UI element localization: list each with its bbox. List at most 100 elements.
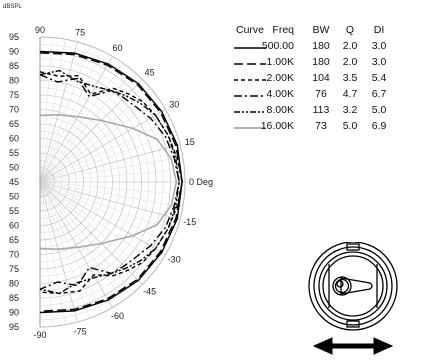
device-outer-ring — [308, 242, 398, 331]
grid-spoke — [39, 181, 183, 208]
legend-q: 3.2 — [342, 104, 358, 116]
grid-spoke — [39, 181, 172, 244]
device-knob-mid — [334, 278, 350, 294]
legend-freq: 2.00K — [266, 72, 294, 84]
legend-row: 2.00K 104 3.5 5.4 — [228, 72, 425, 88]
legend-bw: 104 — [312, 72, 330, 84]
legend-freq: 8.00K — [266, 104, 294, 116]
grid-spoke — [39, 181, 177, 232]
r-tick-label: 80 — [9, 279, 19, 289]
grid-spoke — [39, 181, 185, 195]
legend-header-freq: Freq — [272, 24, 294, 36]
grid-spoke — [39, 181, 78, 323]
r-tick-label: 55 — [9, 206, 19, 216]
legend-swatch — [234, 63, 266, 65]
legend-swatch — [234, 111, 266, 113]
angle-label: -45 — [143, 287, 156, 297]
legend-row: 500.00 180 2.0 3.0 — [228, 40, 425, 56]
angle-label: 30 — [169, 100, 179, 110]
r-tick-label: 60 — [9, 221, 19, 231]
r-tick-label: 70 — [9, 250, 19, 260]
grid-spoke — [39, 181, 90, 319]
legend-di: 3.0 — [371, 56, 387, 68]
rotation-arrow — [312, 337, 394, 355]
series-line-2.00K — [39, 71, 183, 295]
legend-di: 3.0 — [371, 40, 387, 52]
device-diagram — [308, 242, 398, 355]
r-tick-label: 70 — [9, 105, 19, 115]
grid-spoke — [39, 181, 181, 220]
legend-q: 3.5 — [342, 72, 358, 84]
legend-di: 6.9 — [371, 120, 387, 132]
legend-q: 5.0 — [342, 120, 358, 132]
legend-swatch — [234, 95, 266, 97]
r-tick-label: 65 — [9, 119, 19, 129]
grid-spoke — [39, 181, 166, 255]
angle-label: -15 — [183, 217, 196, 227]
polar-chart: dBSPL 95 90 85 80 75 70 65 60 55 50 45 50 55 60 65 70 75 8… — [3, 4, 213, 340]
r-tick-label: 90 — [9, 47, 19, 57]
r-tick-label: 85 — [9, 61, 19, 71]
device-pointer — [340, 277, 373, 295]
grid-spoke — [39, 56, 113, 183]
r-tick-label: 75 — [9, 90, 19, 100]
angle-label: 90 — [35, 25, 45, 35]
legend: Curve Freq BW Q DI 500.00 180 2.0 3.0 1.00K 1… — [228, 24, 425, 136]
device-ring-4 — [322, 255, 384, 317]
legend-header: Curve Freq BW Q DI — [228, 24, 425, 40]
r-tick-label: 85 — [9, 293, 19, 303]
legend-bw: 76 — [315, 88, 327, 100]
legend-header-curve: Curve — [236, 24, 265, 36]
series-line-8.00K — [39, 69, 180, 295]
r-tick-label: 50 — [9, 192, 19, 202]
device-tab-top — [346, 243, 360, 251]
grid-spoke — [39, 181, 66, 325]
device-knob-inner — [336, 280, 344, 288]
legend-di: 5.4 — [371, 72, 387, 84]
r-tick-label: 95 — [9, 32, 19, 42]
grid-spoke — [39, 79, 143, 183]
r-tick-label: 65 — [9, 235, 19, 245]
angle-label: -60 — [111, 311, 124, 321]
angle-label: 60 — [112, 43, 122, 53]
device-ring-2 — [313, 246, 393, 326]
r-tick-label: 75 — [9, 264, 19, 274]
series-line-16.00K — [39, 114, 178, 250]
grid-spoke — [39, 181, 152, 276]
grid-spoke — [39, 181, 113, 308]
device-tab-bottom — [346, 320, 360, 328]
legend-q: 2.0 — [342, 56, 358, 68]
grid-spoke — [39, 70, 134, 183]
grid-spoke — [39, 181, 134, 294]
legend-header-q: Q — [345, 24, 355, 36]
grid-spoke — [39, 45, 90, 183]
legend-di: 6.7 — [371, 88, 387, 100]
grid-spoke — [39, 144, 181, 183]
grid-spoke — [39, 120, 172, 183]
grid-spoke — [39, 156, 183, 183]
r-tick-label: 45 — [9, 177, 19, 187]
angle-label: 75 — [75, 27, 85, 37]
legend-freq: 500.00 — [261, 40, 294, 52]
polar-labels: dBSPL 95 90 85 80 75 70 65 60 55 50 45 50 55 60 65 70 75 8… — [3, 4, 213, 340]
r-tick-label: 95 — [9, 322, 19, 332]
legend-bw: 73 — [315, 120, 327, 132]
grid-spoke — [39, 169, 185, 183]
legend-row: 1.00K 180 2.0 3.0 — [228, 56, 425, 72]
device-knob-outer — [332, 276, 352, 296]
legend-swatch — [234, 47, 266, 49]
grid-spoke — [39, 181, 53, 327]
angle-label: 0 Deg — [189, 177, 213, 187]
legend-freq: 1.00K — [266, 56, 294, 68]
legend-row: 4.00K 76 4.7 6.7 — [228, 88, 425, 104]
angle-label: -75 — [74, 327, 87, 337]
device-ring-3 — [318, 251, 388, 321]
legend-header-bw: BW — [312, 24, 330, 36]
angle-label: -90 — [33, 330, 46, 340]
angle-label: 45 — [145, 67, 155, 77]
series-line-4.00K — [39, 74, 180, 290]
legend-freq: 16.00K — [260, 120, 294, 132]
arrow-head-left — [312, 337, 333, 355]
legend-q: 2.0 — [342, 40, 358, 52]
grid-spoke — [39, 63, 124, 183]
